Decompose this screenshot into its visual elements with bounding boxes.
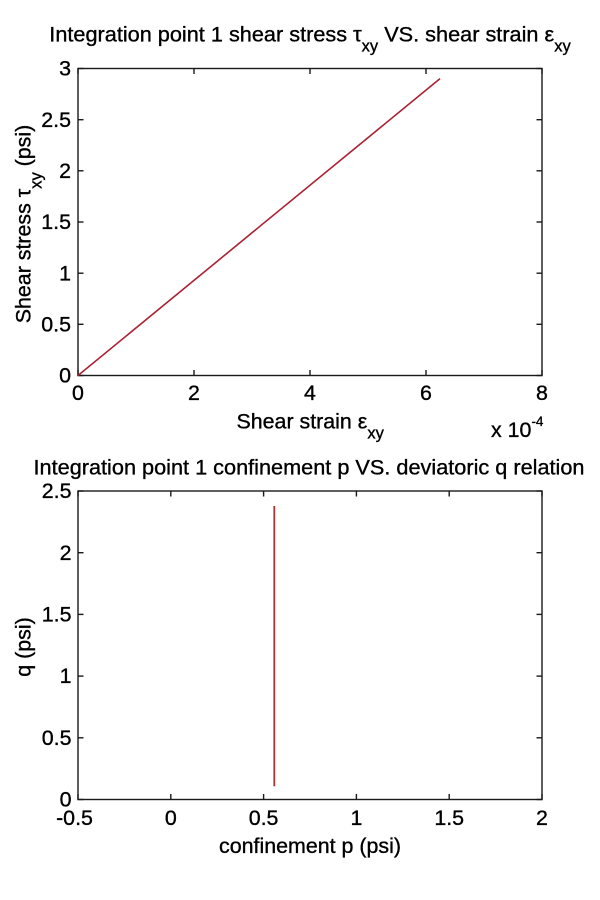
svg-text:Shear strain εxy: Shear strain εxy (237, 410, 385, 443)
svg-text:q (psi): q (psi) (12, 617, 36, 676)
svg-text:8: 8 (536, 381, 548, 405)
svg-text:2.5: 2.5 (42, 479, 72, 503)
svg-text:0: 0 (60, 788, 72, 812)
svg-text:3: 3 (59, 57, 71, 81)
svg-text:2: 2 (59, 159, 71, 183)
svg-text:confinement p (psi): confinement p (psi) (219, 834, 401, 858)
svg-text:1: 1 (59, 261, 71, 285)
svg-text:0: 0 (72, 381, 84, 405)
svg-text:x 10-4: x 10-4 (491, 414, 544, 442)
svg-text:Integration point 1 shear stre: Integration point 1 shear stress τxy VS.… (49, 21, 571, 55)
svg-text:1: 1 (60, 664, 72, 688)
svg-text:Integration point 1 confinemen: Integration point 1 confinement p VS. de… (34, 455, 585, 480)
svg-text:-0.5: -0.5 (56, 806, 93, 830)
svg-text:4: 4 (304, 381, 316, 405)
svg-text:0.5: 0.5 (41, 313, 71, 337)
svg-text:0: 0 (59, 364, 71, 388)
svg-text:2.5: 2.5 (41, 108, 71, 132)
svg-text:1: 1 (350, 806, 362, 830)
svg-text:2: 2 (60, 541, 72, 565)
svg-text:0: 0 (165, 806, 177, 830)
svg-text:2: 2 (188, 381, 200, 405)
svg-text:0.5: 0.5 (249, 806, 279, 830)
svg-text:2: 2 (536, 806, 548, 830)
svg-text:1.5: 1.5 (42, 603, 72, 627)
svg-text:1.5: 1.5 (434, 806, 464, 830)
svg-text:0.5: 0.5 (42, 726, 72, 750)
svg-text:1.5: 1.5 (41, 210, 71, 234)
svg-text:6: 6 (420, 381, 432, 405)
